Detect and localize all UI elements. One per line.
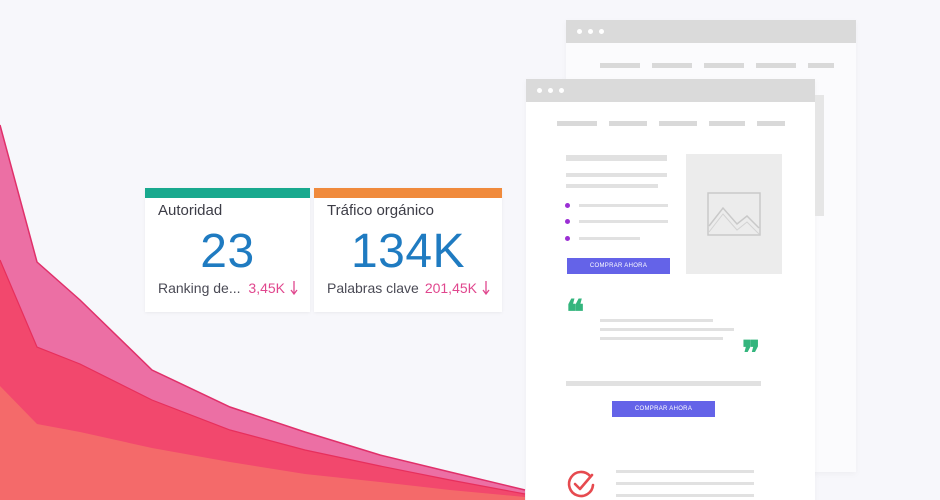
card-title: Tráfico orgánico — [327, 202, 434, 219]
quote-close-icon: ❞ — [742, 334, 761, 374]
text-placeholder — [566, 173, 667, 177]
window-dot-icon — [577, 29, 582, 34]
divider-placeholder — [566, 381, 761, 386]
nav-placeholder — [652, 63, 692, 68]
window-nav — [557, 121, 785, 126]
nav-placeholder — [659, 121, 697, 126]
metric-card-trafico: Tráfico orgánico 134K Palabras clave 201… — [314, 188, 502, 312]
text-placeholder — [566, 155, 667, 161]
card-value: 23 — [200, 225, 255, 278]
card-delta: 201,45K — [425, 280, 490, 296]
card-accent-bar — [145, 188, 310, 198]
text-placeholder — [616, 470, 754, 473]
nav-placeholder — [704, 63, 744, 68]
nav-placeholder — [600, 63, 640, 68]
card-value: 134K — [350, 225, 466, 278]
area-layer-mid-edge — [0, 259, 526, 495]
window-titlebar — [526, 79, 815, 102]
metric-card-autoridad: Autoridad 23 Ranking de... 3,45K — [145, 188, 310, 312]
browser-window-front — [526, 79, 815, 500]
text-placeholder — [600, 337, 723, 340]
text-placeholder — [616, 494, 754, 497]
card-delta-value: 3,45K — [248, 280, 285, 296]
nav-placeholder — [757, 121, 785, 126]
window-nav — [600, 63, 834, 68]
area-layer-mid — [0, 260, 525, 500]
window-dot-icon — [537, 88, 542, 93]
text-placeholder — [579, 204, 668, 207]
text-placeholder — [579, 237, 640, 240]
nav-placeholder — [808, 63, 834, 68]
area-layer-back-edge — [0, 124, 526, 491]
window-scrollbar — [815, 95, 824, 216]
card-accent-bar — [314, 188, 502, 198]
text-placeholder — [600, 319, 713, 322]
card-sub-label: Ranking de... — [158, 280, 241, 296]
bullet-icon — [565, 236, 570, 241]
text-placeholder — [566, 184, 658, 188]
nav-placeholder — [557, 121, 597, 126]
nav-placeholder — [756, 63, 796, 68]
bullet-icon — [565, 203, 570, 208]
check-circle-icon — [567, 470, 595, 498]
nav-placeholder — [609, 121, 647, 126]
buy-now-button[interactable]: COMPRAR AHORA — [612, 401, 715, 417]
card-title: Autoridad — [158, 202, 223, 219]
area-layer-front — [0, 386, 525, 500]
text-placeholder — [600, 328, 734, 331]
image-placeholder-icon — [707, 192, 761, 236]
window-titlebar — [566, 20, 856, 43]
nav-placeholder — [709, 121, 745, 126]
text-placeholder — [579, 220, 668, 223]
buy-now-button[interactable]: COMPRAR AHORA — [567, 258, 670, 274]
card-delta: 3,45K — [248, 280, 298, 296]
window-dot-icon — [588, 29, 593, 34]
arrow-down-icon — [482, 281, 490, 295]
window-dot-icon — [559, 88, 564, 93]
card-delta-value: 201,45K — [424, 280, 477, 296]
text-placeholder — [616, 482, 754, 485]
window-dot-icon — [599, 29, 604, 34]
bullet-icon — [565, 219, 570, 224]
image-placeholder — [686, 154, 782, 274]
quote-open-icon: ❝ — [566, 293, 585, 333]
arrow-down-icon — [290, 281, 298, 295]
window-dot-icon — [548, 88, 553, 93]
card-sub-label: Palabras clave — [327, 280, 419, 296]
